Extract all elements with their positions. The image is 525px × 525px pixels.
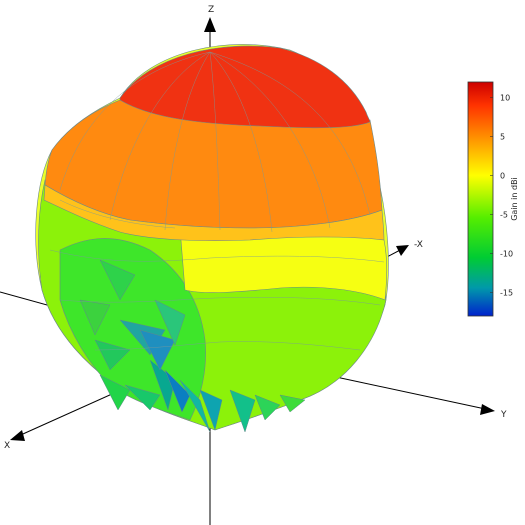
axis-arrowheads xyxy=(10,17,495,441)
colorbar-tick-label: 0 xyxy=(500,172,505,181)
pattern-light-orange-stripe xyxy=(43,184,385,242)
x-axis-label: X xyxy=(4,441,10,451)
colorbar-tick-label: -5 xyxy=(500,211,508,220)
colorbar-tick-label: 10 xyxy=(500,94,510,103)
colorbar-tick-label: 5 xyxy=(500,133,505,142)
z-arrow-icon xyxy=(204,17,216,32)
pattern-red-cap xyxy=(119,45,371,129)
colorbar-tick-label: -15 xyxy=(500,289,513,298)
negx-arrow-icon xyxy=(396,245,409,256)
y-arrow-icon xyxy=(480,404,495,415)
colorbar: 10 5 0 -5 -10 -15 Gain in dBi xyxy=(467,81,519,317)
colorbar-title: Gain in dBi xyxy=(510,177,519,221)
colorbar-ticks: 10 5 0 -5 -10 -15 xyxy=(490,94,513,298)
y-axis-label: Y xyxy=(500,410,507,420)
z-axis-label: Z xyxy=(208,5,214,15)
x-arrow-icon xyxy=(10,430,25,441)
colorbar-tick-label: -10 xyxy=(500,250,513,259)
pattern-mesh-lines xyxy=(49,51,385,351)
pattern-bottom-spikes xyxy=(79,259,306,433)
negx-axis-label: -X xyxy=(414,240,423,250)
gain-pattern-surface xyxy=(35,44,389,433)
colorbar-gradient xyxy=(467,81,494,317)
